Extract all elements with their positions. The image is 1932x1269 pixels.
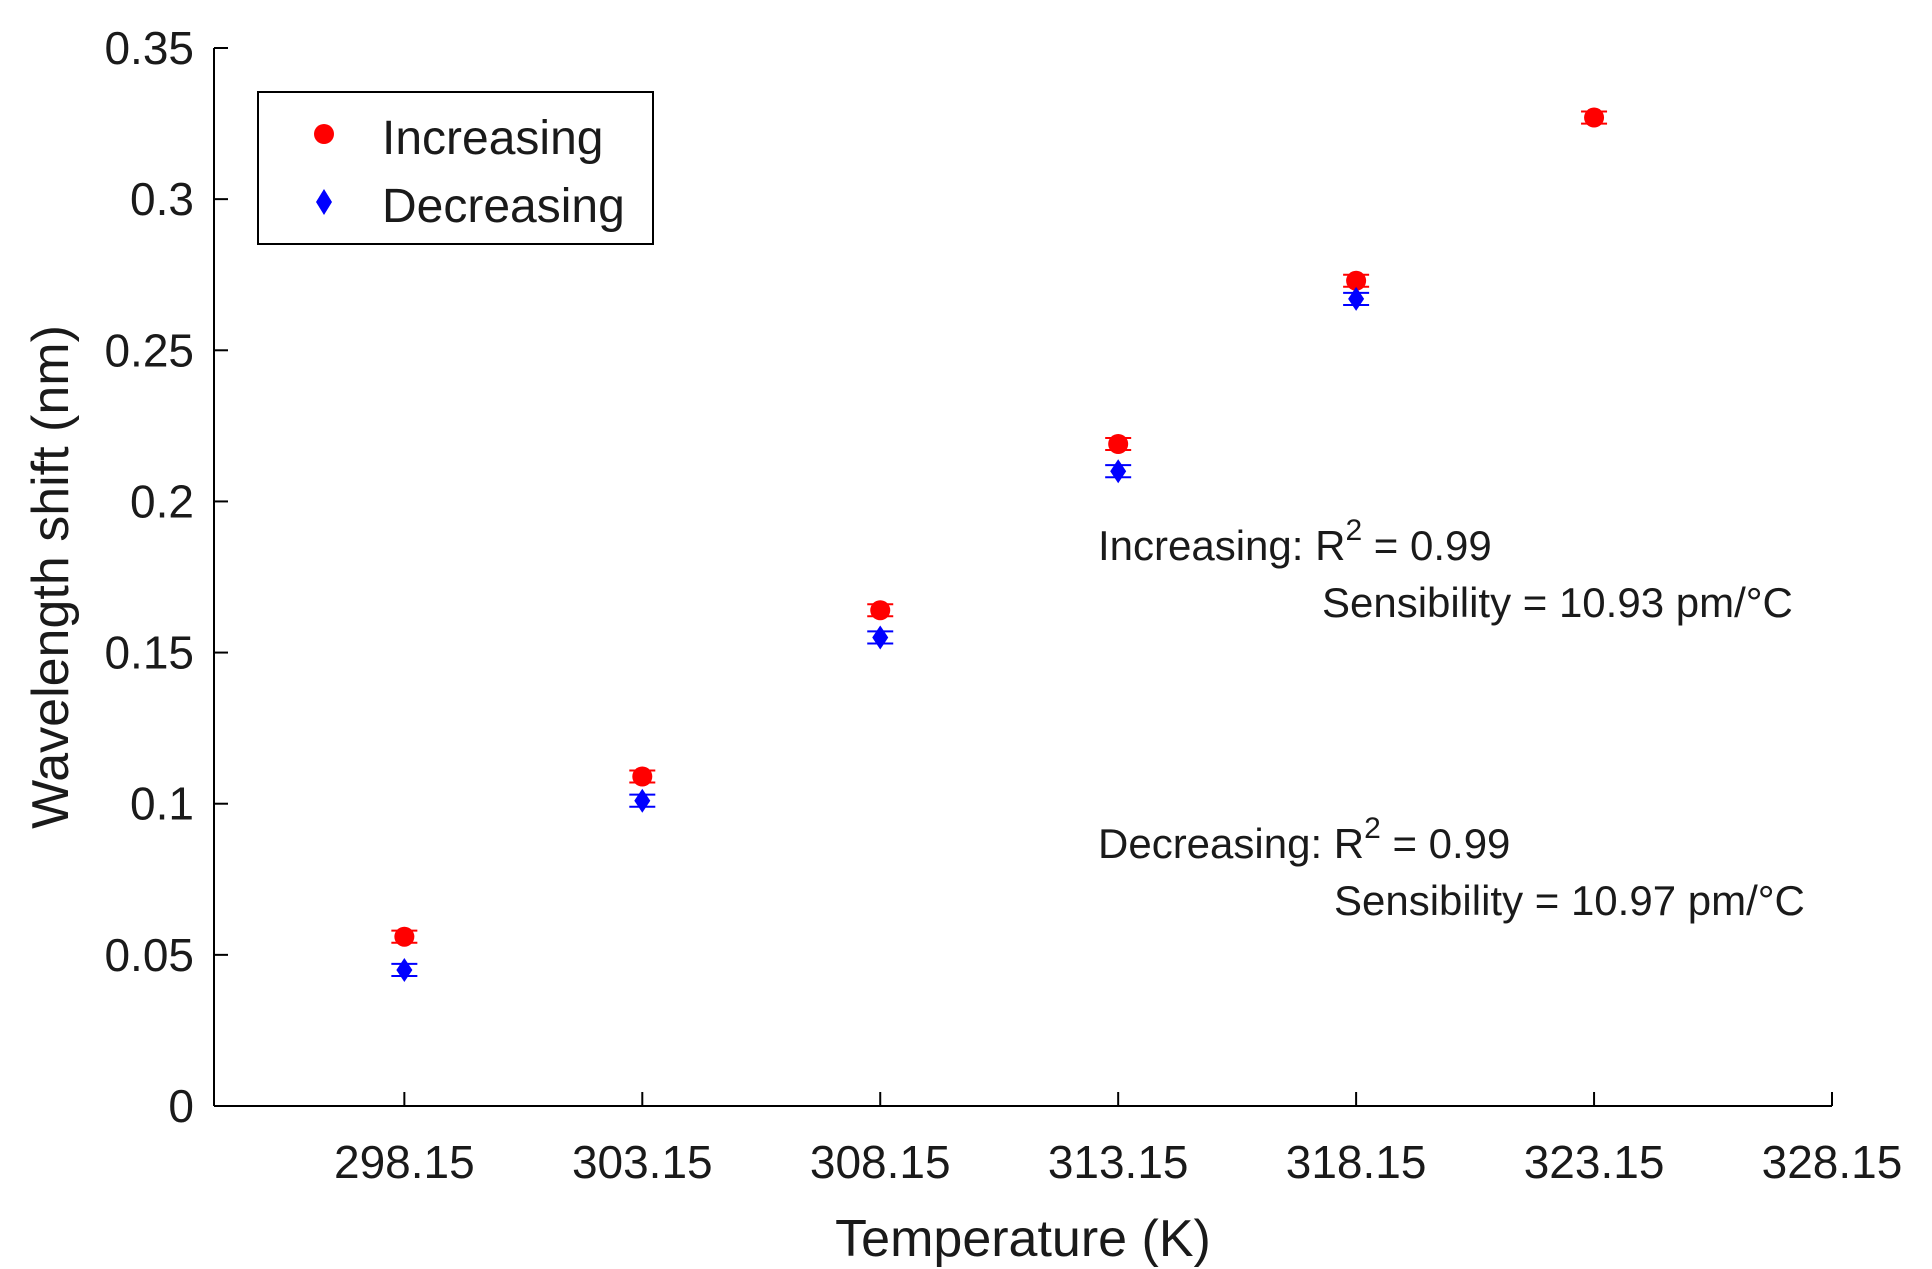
legend-label-increasing: Increasing [382,112,603,165]
x-axis-ticks: 298.15 303.15 308.15 313.15 318.15 323.15 328.… [334,1092,1902,1188]
data-point-increasing [632,766,653,787]
legend: Increasing Decreasing [257,91,654,245]
annotation-decreasing-sensibility: Sensibility = 10.97 pm/°C [1334,877,1805,924]
x-tick-label: 303.15 [572,1136,713,1188]
y-tick-label: 0.2 [130,475,194,527]
data-point-increasing [394,926,415,947]
x-tick-label: 308.15 [810,1136,951,1188]
x-tick-label: 323.15 [1524,1136,1665,1188]
data-point-increasing [870,600,891,621]
fit-annotation-decreasing: Decreasing: R2 = 0.99 Sensibility = 10.9… [1098,812,1805,924]
series-increasing [391,107,1608,947]
data-point-decreasing [872,625,889,650]
legend-marker-increasing [314,124,334,144]
x-tick-label: 318.15 [1286,1136,1427,1188]
data-series [391,107,1608,982]
annotation-increasing-sensibility: Sensibility = 10.93 pm/°C [1322,579,1793,626]
x-tick-label: 298.15 [334,1136,475,1188]
x-tick-label: 313.15 [1048,1136,1189,1188]
data-point-decreasing [634,788,651,813]
fit-annotation-increasing: Increasing: R2 = 0.99 Sensibility = 10.9… [1098,514,1793,626]
legend-marker-decreasing [316,189,332,215]
annotation-increasing-r2: = 0.99 [1362,522,1492,569]
data-point-increasing [1108,433,1129,454]
data-point-decreasing [396,957,413,982]
svg-text:Increasing: R2 = 0.99: Increasing: R2 = 0.99 [1098,514,1492,569]
x-tick-label: 328.15 [1762,1136,1903,1188]
x-axis-title: Temperature (K) [835,1210,1211,1268]
data-point-decreasing [1110,459,1127,484]
y-tick-label: 0.1 [130,778,194,830]
y-tick-label: 0.15 [104,627,194,679]
annotation-increasing-superscript: 2 [1345,514,1362,547]
legend-box [257,91,654,245]
legend-label-decreasing: Decreasing [382,180,625,233]
y-axis-title: Wavelength shift (nm) [22,325,80,829]
data-point-increasing [1584,107,1605,128]
svg-text:Decreasing: R2 = 0.99: Decreasing: R2 = 0.99 [1098,812,1510,867]
y-tick-label: 0 [168,1080,194,1132]
y-tick-label: 0.05 [104,929,194,981]
annotation-decreasing-r2: = 0.99 [1381,820,1511,867]
y-tick-label: 0.35 [104,22,194,74]
y-axis-ticks: 0 0.05 0.1 0.15 0.2 0.25 0.3 0.35 [104,22,228,1132]
y-tick-label: 0.3 [130,173,194,225]
data-point-decreasing [1348,286,1365,311]
y-tick-label: 0.25 [104,324,194,376]
annotation-decreasing-superscript: 2 [1364,812,1381,845]
annotation-decreasing-label: Decreasing: R [1098,820,1364,867]
data-point-increasing [1346,270,1367,291]
annotation-increasing-label: Increasing: R [1098,522,1345,569]
series-decreasing [391,286,1370,982]
